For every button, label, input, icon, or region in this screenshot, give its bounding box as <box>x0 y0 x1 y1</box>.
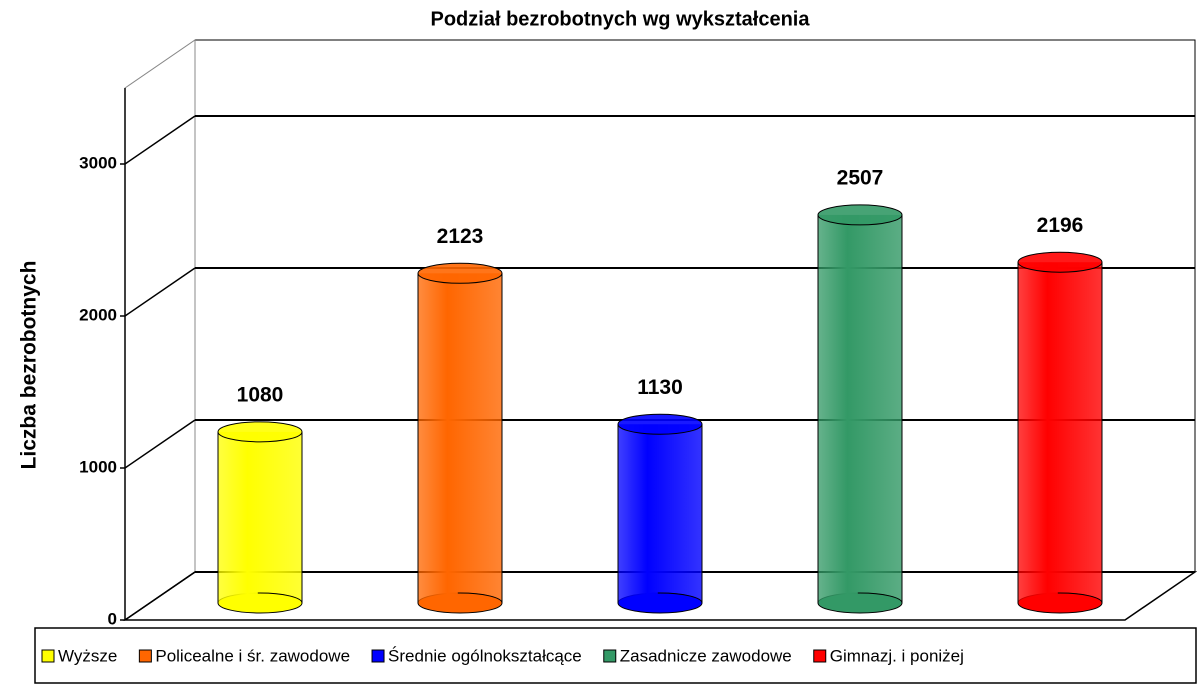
grid-line <box>124 115 196 165</box>
legend-swatch <box>138 649 152 663</box>
bar <box>218 431 302 603</box>
legend-label: Średnie ogólnokształcące <box>388 646 582 665</box>
legend-swatch <box>813 649 827 663</box>
legend-label: Zasadnicze zawodowe <box>620 646 792 665</box>
legend-label: Policealne i śr. zawodowe <box>155 646 350 665</box>
data-label: 2507 <box>837 166 884 189</box>
legend-swatch <box>603 649 617 663</box>
side-wall <box>124 39 196 621</box>
bar-top <box>217 421 303 443</box>
bar <box>1018 262 1102 603</box>
bar-base-edge <box>417 592 503 614</box>
data-label: 1130 <box>637 376 683 399</box>
bar-top <box>1017 251 1103 273</box>
bar <box>418 273 502 603</box>
y-tick-label: 3000 <box>79 153 117 172</box>
legend-swatch <box>41 649 55 663</box>
bar-base-edge <box>1017 592 1103 614</box>
bar <box>818 214 902 603</box>
bar-outline <box>417 273 503 603</box>
bar-base-edge <box>617 592 703 614</box>
data-label: 1080 <box>237 383 284 406</box>
chart-title: Podział bezrobotnych wg wykształcenia <box>431 8 811 30</box>
legend-label: Gimnazj. i poniżej <box>830 646 964 665</box>
bar-base-edge <box>217 592 303 614</box>
grid-line <box>124 571 196 621</box>
bar-top <box>817 204 903 226</box>
bar-base-edge <box>817 592 903 614</box>
bar-outline <box>1017 262 1103 603</box>
y-tick-label: 1000 <box>79 457 117 476</box>
legend-swatch <box>371 649 385 663</box>
y-axis-label: Liczba bezrobotnych <box>18 261 41 470</box>
bar-outline <box>217 431 303 603</box>
data-label: 2123 <box>437 225 484 248</box>
bar-top <box>417 262 503 284</box>
grid-line <box>124 267 196 317</box>
data-label: 2196 <box>1037 214 1084 237</box>
bar-outline <box>617 424 703 603</box>
y-tick-label: 0 <box>108 609 117 628</box>
bar-top <box>617 413 703 435</box>
legend-box <box>34 627 1197 684</box>
bar <box>618 424 702 603</box>
legend-label: Wyższe <box>58 646 117 665</box>
bar-outline <box>817 214 903 603</box>
grid-line <box>124 419 196 469</box>
y-tick-label: 2000 <box>79 305 117 324</box>
